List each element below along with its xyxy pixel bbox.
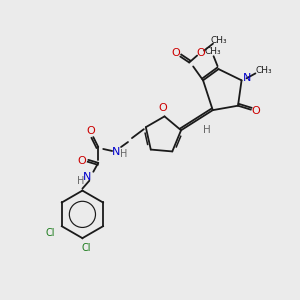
Text: O: O — [251, 106, 260, 116]
Text: N: N — [112, 147, 120, 157]
Text: H: H — [77, 176, 84, 186]
Text: Cl: Cl — [82, 243, 91, 253]
Text: O: O — [171, 48, 180, 58]
Text: O: O — [197, 48, 206, 58]
Text: Cl: Cl — [45, 228, 55, 238]
Text: CH₃: CH₃ — [211, 36, 227, 45]
Text: H: H — [120, 149, 128, 159]
Text: N: N — [243, 73, 252, 83]
Text: O: O — [158, 103, 167, 113]
Text: O: O — [77, 156, 86, 166]
Text: O: O — [86, 126, 95, 136]
Text: CH₃: CH₃ — [255, 66, 272, 75]
Text: CH₃: CH₃ — [204, 47, 221, 56]
Text: H: H — [203, 125, 211, 135]
Text: N: N — [83, 172, 92, 182]
